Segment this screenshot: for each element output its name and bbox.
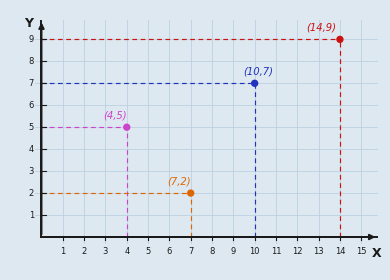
Text: X: X xyxy=(371,247,381,260)
Text: 1: 1 xyxy=(60,247,66,256)
Text: 10: 10 xyxy=(250,247,260,256)
Text: 5: 5 xyxy=(145,247,151,256)
Text: 15: 15 xyxy=(356,247,367,256)
Text: (7,2): (7,2) xyxy=(167,176,191,186)
Text: 6: 6 xyxy=(167,247,172,256)
Text: 2: 2 xyxy=(29,189,34,198)
Text: 11: 11 xyxy=(271,247,281,256)
Text: 3: 3 xyxy=(103,247,108,256)
Text: 7: 7 xyxy=(28,79,34,88)
Text: 8: 8 xyxy=(209,247,215,256)
Point xyxy=(124,125,130,129)
Text: (14,9): (14,9) xyxy=(306,23,336,33)
Text: 8: 8 xyxy=(28,57,34,66)
Text: 9: 9 xyxy=(29,35,34,44)
Text: (10,7): (10,7) xyxy=(243,67,273,77)
Text: 1: 1 xyxy=(29,211,34,220)
Text: 12: 12 xyxy=(292,247,303,256)
Text: 7: 7 xyxy=(188,247,193,256)
Text: 9: 9 xyxy=(231,247,236,256)
Text: 13: 13 xyxy=(313,247,324,256)
Text: 4: 4 xyxy=(124,247,129,256)
Point xyxy=(337,37,343,42)
Text: 5: 5 xyxy=(29,123,34,132)
Point xyxy=(252,81,258,85)
Text: 3: 3 xyxy=(28,167,34,176)
Point xyxy=(188,191,194,195)
Text: (4,5): (4,5) xyxy=(103,111,127,121)
Text: 6: 6 xyxy=(28,101,34,110)
Text: 4: 4 xyxy=(29,145,34,154)
Text: 2: 2 xyxy=(82,247,87,256)
Text: 14: 14 xyxy=(335,247,345,256)
Text: Y: Y xyxy=(24,17,33,31)
